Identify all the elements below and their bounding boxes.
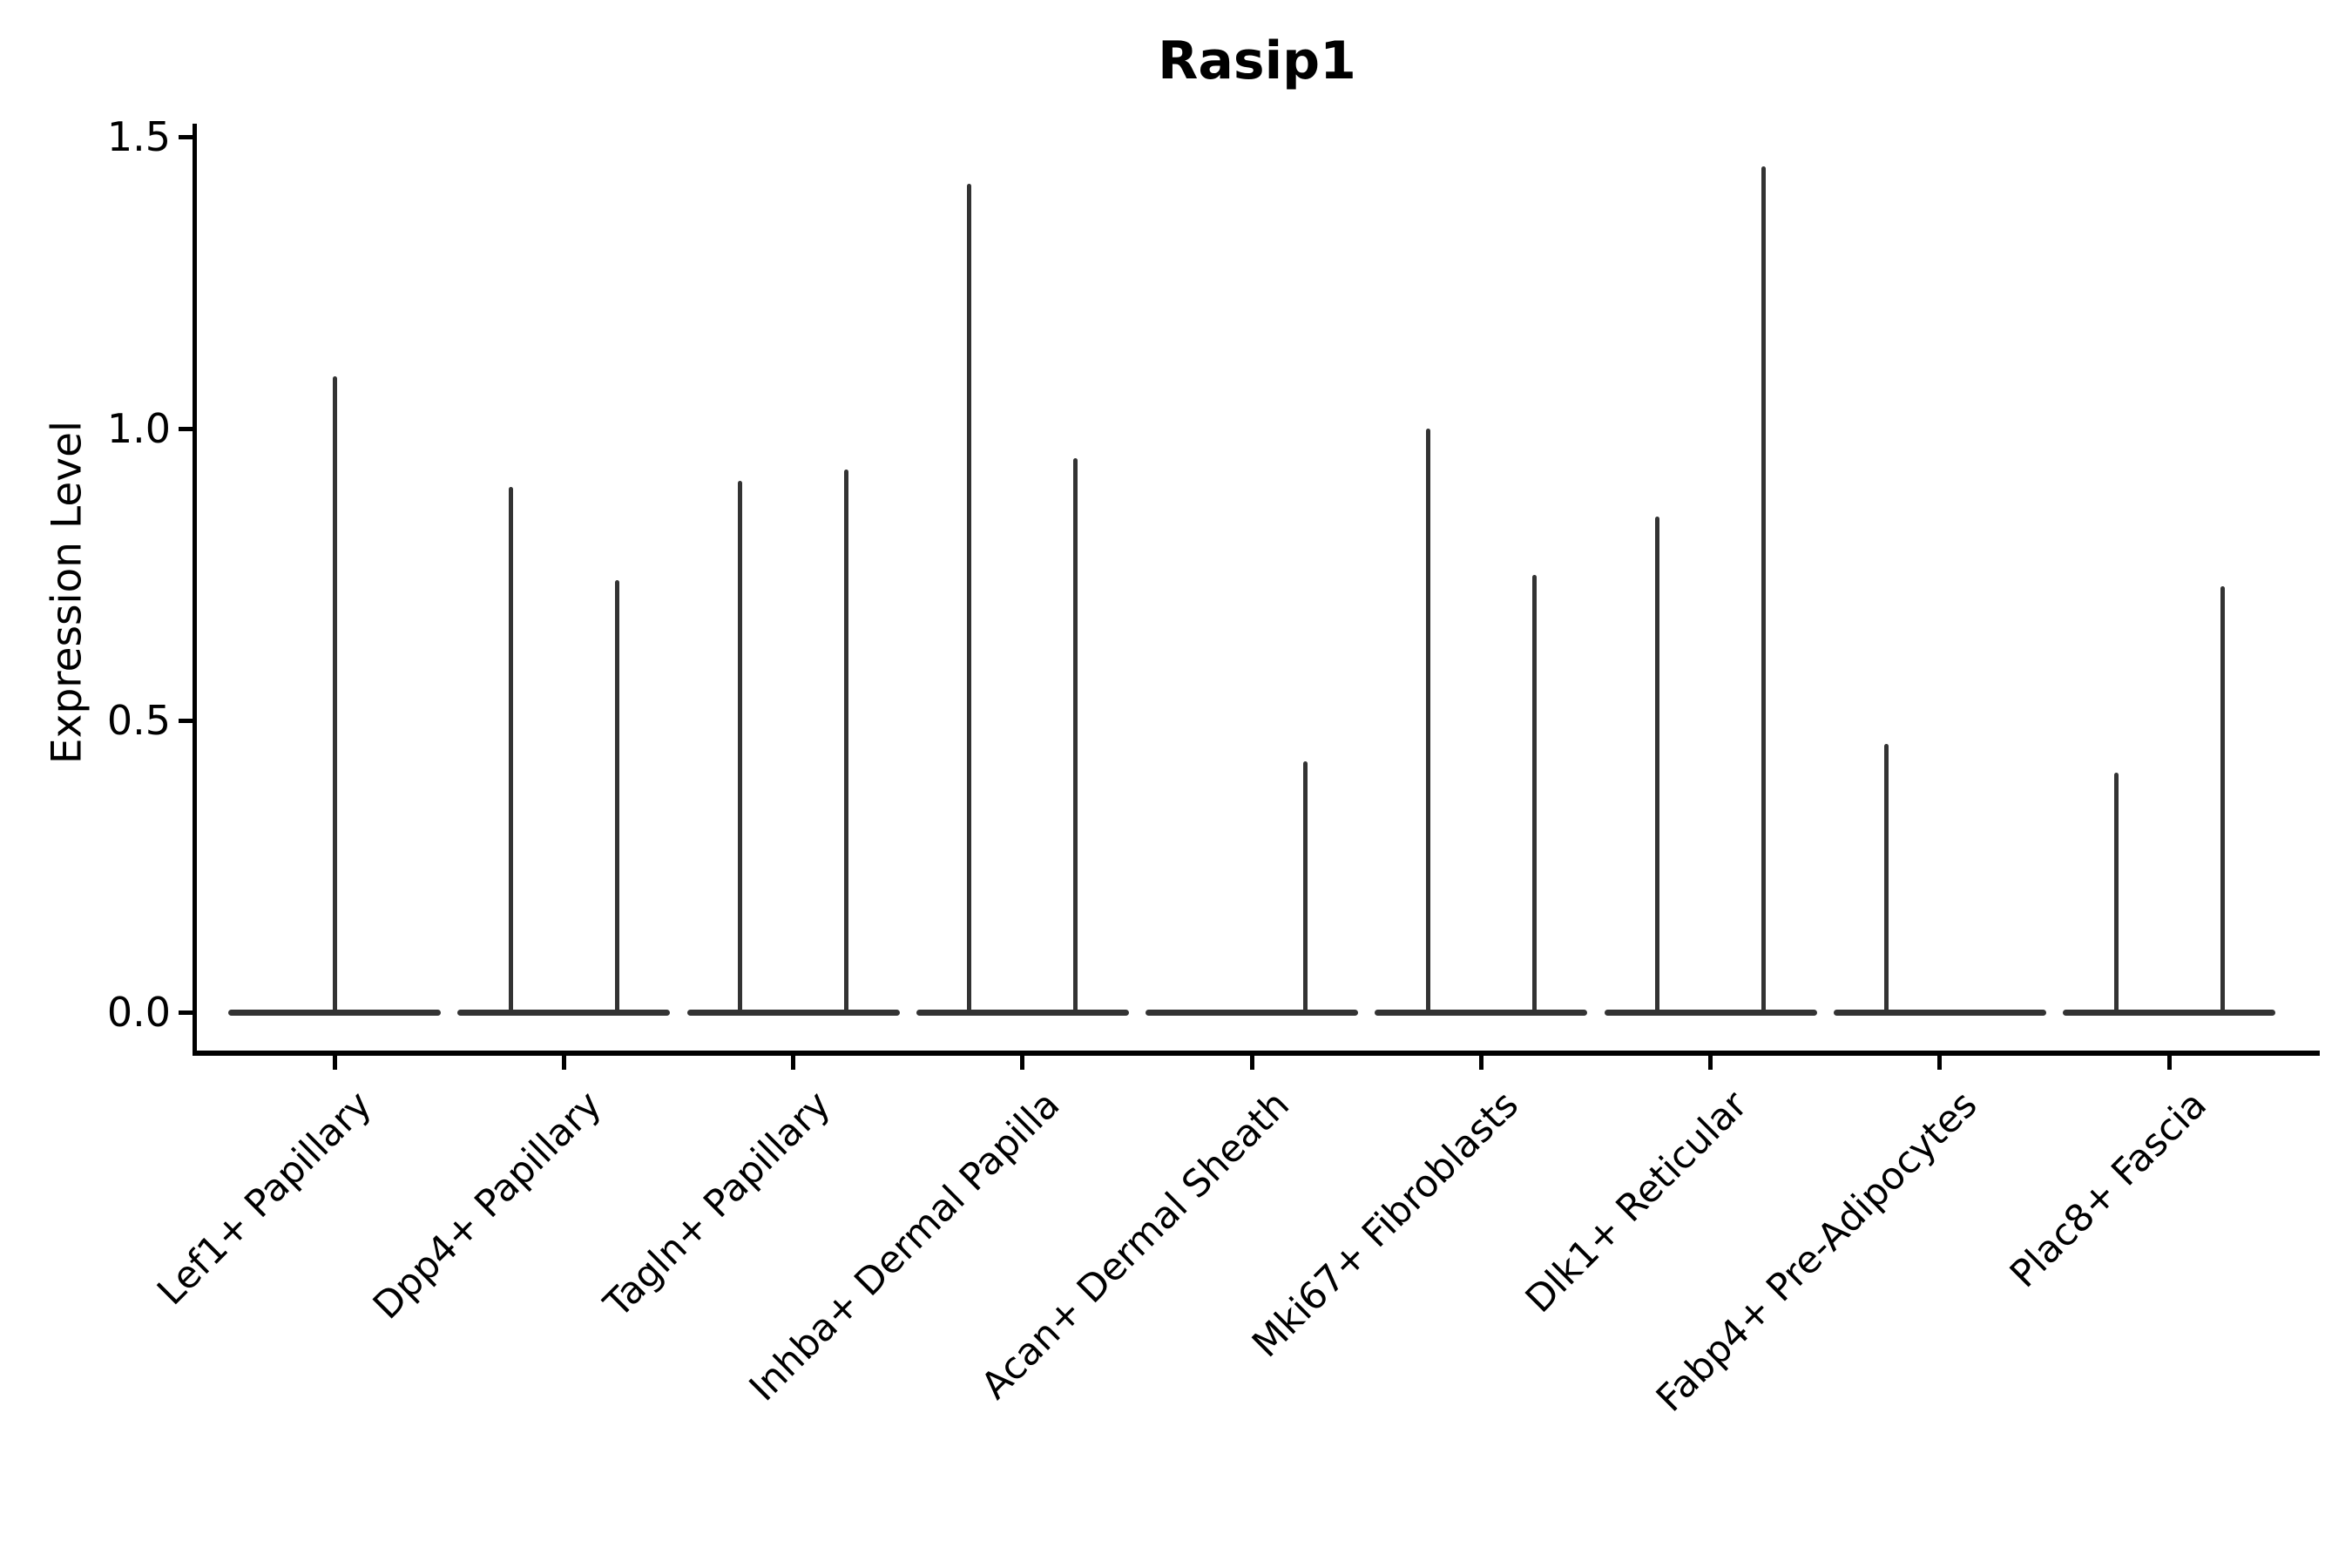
violin-spike bbox=[1073, 457, 1078, 1012]
x-tick bbox=[791, 1056, 795, 1070]
violin-baseline bbox=[1146, 1009, 1358, 1016]
violin-spike bbox=[508, 487, 513, 1012]
x-tick bbox=[561, 1056, 566, 1070]
x-tick bbox=[1937, 1056, 1943, 1070]
x-tick-label: Mki67+ Fibroblasts bbox=[1243, 1083, 1527, 1367]
violin-spike bbox=[1761, 166, 1766, 1012]
y-axis-spine bbox=[193, 124, 197, 1056]
x-tick-label: Dpp4+ Papillary bbox=[364, 1083, 610, 1328]
violin-spike bbox=[738, 481, 742, 1012]
violin-spike bbox=[2220, 585, 2225, 1012]
x-tick bbox=[1249, 1056, 1254, 1070]
violin-spike bbox=[1655, 516, 1659, 1012]
x-axis-spine bbox=[193, 1051, 2320, 1056]
violin-baseline bbox=[1833, 1009, 2046, 1016]
y-tick-label: 1.0 bbox=[106, 405, 171, 452]
x-tick bbox=[332, 1056, 337, 1070]
violin-baseline bbox=[1375, 1009, 1588, 1016]
violin-spike bbox=[1302, 760, 1308, 1012]
violin-spike bbox=[614, 580, 619, 1012]
violin-spike bbox=[1531, 574, 1537, 1012]
x-tick-label: Plac8+ Fascia bbox=[2001, 1083, 2215, 1297]
violin-baseline bbox=[1604, 1009, 1817, 1016]
x-tick bbox=[1478, 1056, 1484, 1070]
violin-baseline bbox=[457, 1009, 671, 1016]
y-tick bbox=[179, 718, 193, 723]
violin-baseline bbox=[686, 1009, 900, 1016]
x-tick bbox=[1708, 1056, 1713, 1070]
y-tick bbox=[179, 1010, 193, 1015]
x-tick bbox=[2166, 1056, 2172, 1070]
violin-spike bbox=[1425, 429, 1430, 1012]
violin-spike bbox=[1884, 743, 1889, 1012]
violin-baseline bbox=[228, 1009, 441, 1016]
x-tick bbox=[1020, 1056, 1025, 1070]
violin-spike bbox=[2113, 773, 2119, 1012]
x-tick-label: Tagln+ Papillary bbox=[595, 1083, 840, 1327]
chart-title: Rasip1 bbox=[1158, 30, 1356, 91]
violin-baseline bbox=[2063, 1009, 2275, 1016]
y-tick bbox=[179, 426, 193, 431]
y-tick-label: 0.0 bbox=[106, 989, 171, 1036]
violin-spike bbox=[332, 375, 337, 1012]
violin-spike bbox=[844, 469, 848, 1012]
x-tick-label: Dlk1+ Reticular bbox=[1517, 1083, 1757, 1321]
y-tick bbox=[179, 134, 193, 139]
violin-spike bbox=[967, 183, 972, 1012]
y-axis-label: Expression Level bbox=[43, 420, 91, 765]
y-tick-label: 0.5 bbox=[106, 697, 171, 744]
violin-baseline bbox=[916, 1009, 1129, 1016]
y-tick-label: 1.5 bbox=[106, 113, 171, 160]
x-tick-label: Lef1+ Papillary bbox=[149, 1083, 381, 1315]
